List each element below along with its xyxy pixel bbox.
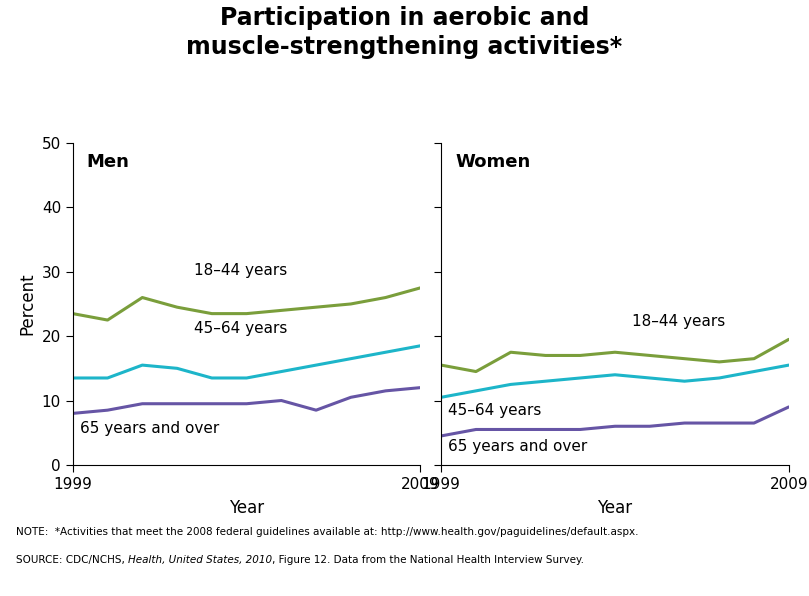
Text: NOTE:  *Activities that meet the 2008 federal guidelines available at: http://ww: NOTE: *Activities that meet the 2008 fed…: [16, 527, 638, 538]
Text: Participation in aerobic and
muscle-strengthening activities*: Participation in aerobic and muscle-stre…: [186, 6, 623, 59]
Text: 65 years and over: 65 years and over: [80, 421, 219, 436]
Text: 18–44 years: 18–44 years: [194, 263, 288, 278]
Y-axis label: Percent: Percent: [18, 272, 36, 336]
Text: SOURCE: CDC/NCHS,: SOURCE: CDC/NCHS,: [16, 555, 129, 566]
Text: Women: Women: [455, 153, 531, 170]
X-axis label: Year: Year: [597, 499, 633, 517]
Text: 18–44 years: 18–44 years: [633, 315, 726, 330]
X-axis label: Year: Year: [229, 499, 265, 517]
Text: , Figure 12. Data from the National Health Interview Survey.: , Figure 12. Data from the National Heal…: [273, 555, 584, 566]
Text: 45–64 years: 45–64 years: [448, 403, 541, 418]
Text: 45–64 years: 45–64 years: [194, 321, 288, 336]
Text: Health, United States, 2010: Health, United States, 2010: [129, 555, 273, 566]
Text: 65 years and over: 65 years and over: [448, 439, 587, 454]
Text: Men: Men: [87, 153, 129, 170]
